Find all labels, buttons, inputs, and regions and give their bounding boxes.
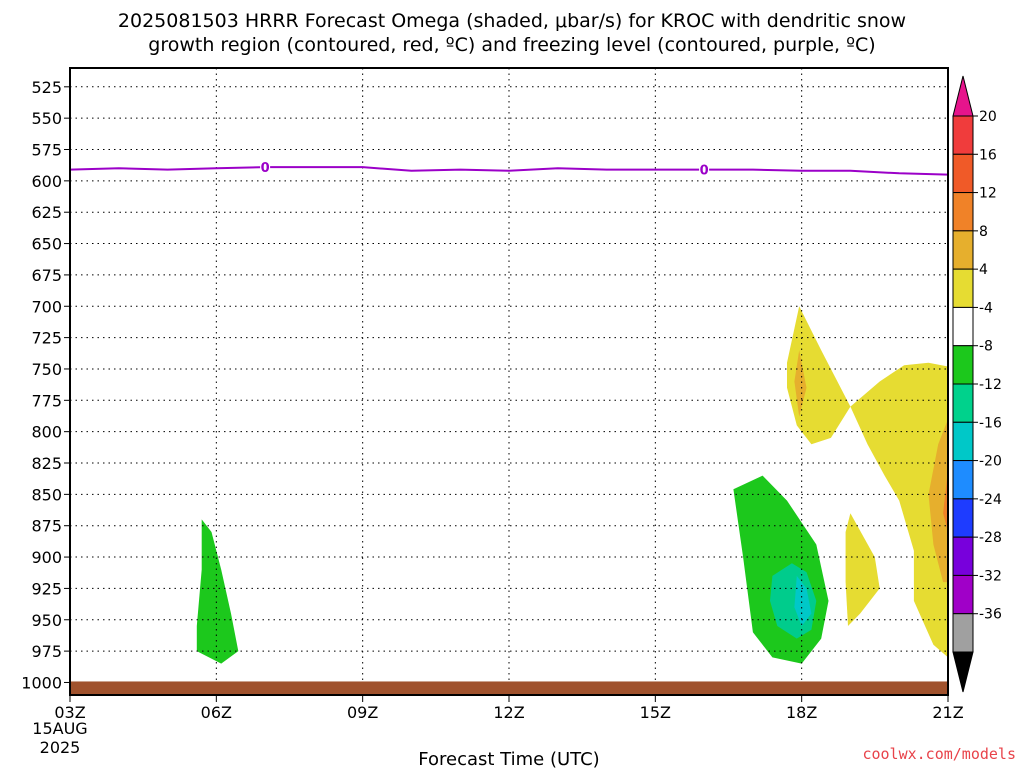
y-tick-label-800: 800 [31, 423, 62, 442]
y-tick-label-975: 975 [31, 642, 62, 661]
colorbar-segment-6 [952, 306, 974, 347]
colorbar-segment-4 [952, 230, 974, 270]
colorbar-label-4: 8 [979, 224, 988, 240]
colorbar-label-12: -28 [979, 530, 1002, 546]
credit-text: coolwx.com/models [862, 745, 1016, 763]
colorbar-label-14: -36 [979, 607, 1002, 623]
freezing-level-label-bg-1 [699, 162, 710, 177]
colorbar-label-3: 12 [979, 186, 997, 202]
freezing-level-label-1: 0 [700, 164, 709, 179]
y-tick-label-925: 925 [31, 579, 62, 598]
y-tick-label-750: 750 [31, 360, 62, 379]
x-tick-label-06Z: 06Z [201, 703, 232, 722]
colorbar-segment-13 [952, 574, 974, 615]
y-tick-label-625: 625 [31, 203, 62, 222]
omega-region-4 [787, 306, 851, 445]
chart-title-line-1: 2025081503 HRRR Forecast Omega (shaded, … [117, 10, 907, 32]
y-tick-label-700: 700 [31, 297, 62, 316]
freezing-level-line [69, 166, 949, 176]
colorbar-label-2: 16 [979, 147, 997, 163]
x-tick-label-15Z: 15Z [640, 703, 671, 722]
x-tick-label-09Z: 09Z [347, 703, 378, 722]
y-tick-label-525: 525 [31, 78, 62, 97]
x-date-label-year: 2025 [40, 738, 81, 757]
omega-region-6 [845, 513, 880, 626]
omega-region-8 [928, 419, 948, 583]
chart-title-line-2: growth region (contoured, red, ºC) and f… [148, 34, 876, 56]
surface-ground-bar [70, 681, 948, 695]
colorbar-segment-14 [952, 613, 974, 653]
colorbar-label-13: -32 [979, 568, 1002, 584]
y-axis: 525 550 575 600 625 650 675 700 725 750 775 800 825 8… [21, 78, 70, 692]
colorbar-label-8: -12 [979, 377, 1002, 393]
colorbar-top-triangle [952, 75, 974, 117]
y-tick-label-725: 725 [31, 329, 62, 348]
y-tick-label-825: 825 [31, 454, 62, 473]
freezing-level-label-0: 0 [261, 161, 270, 176]
y-tick-label-900: 900 [31, 548, 62, 567]
omega-region-1 [733, 475, 829, 664]
x-axis-title: Forecast Time (UTC) [418, 749, 599, 768]
colorbar-label-5: 4 [979, 262, 988, 278]
omega-region-9 [943, 469, 948, 532]
colorbar-label-6: -4 [979, 300, 993, 316]
colorbar-segment-1 [952, 115, 974, 155]
colorbar-segment-2 [952, 153, 974, 194]
colorbar-segment-12 [952, 536, 974, 576]
omega-region-0 [196, 519, 239, 664]
x-tick-label-12Z: 12Z [493, 703, 524, 722]
colorbar-segment-11 [952, 498, 974, 538]
colorbar-label-1: 20 [979, 109, 997, 125]
y-tick-label-550: 550 [31, 109, 62, 128]
x-date-label-day: 15AUG [32, 719, 87, 738]
colorbar-segment-7 [952, 345, 974, 385]
colorbar: 20 16 12 8 4 -4 -8 -12 -16 -20 -24 -28 -32 -36 [952, 75, 1002, 693]
colorbar-bottom-triangle [952, 651, 974, 693]
colorbar-label-7: -8 [979, 339, 993, 355]
omega-shading-layer [196, 306, 948, 664]
surface-layer [70, 681, 948, 695]
y-tick-label-850: 850 [31, 485, 62, 504]
y-tick-label-1000: 1000 [21, 673, 62, 692]
colorbar-segment-5 [952, 268, 974, 308]
colorbar-segment-9 [952, 421, 974, 462]
y-tick-label-575: 575 [31, 141, 62, 160]
y-tick-label-650: 650 [31, 235, 62, 254]
x-axis: 03Z 06Z 09Z 12Z 15Z 18Z 21Z [54, 695, 964, 722]
x-tick-label-21Z: 21Z [932, 703, 963, 722]
colorbar-label-9: -16 [979, 415, 1002, 431]
y-tick-label-600: 600 [31, 172, 62, 191]
x-tick-label-03Z: 03Z [54, 703, 85, 722]
omega-region-5 [850, 362, 948, 658]
colorbar-segment-3 [952, 192, 974, 232]
colorbar-label-11: -24 [979, 492, 1002, 508]
y-tick-label-950: 950 [31, 611, 62, 630]
colorbar-label-10: -20 [979, 454, 1002, 470]
omega-region-3 [794, 575, 812, 626]
y-tick-label-775: 775 [31, 391, 62, 410]
colorbar-segment-10 [952, 460, 974, 500]
grid-layer [70, 68, 948, 695]
freezing-level-label-bg-0 [260, 160, 271, 175]
y-tick-label-875: 875 [31, 517, 62, 536]
x-tick-label-18Z: 18Z [786, 703, 817, 722]
y-tick-label-675: 675 [31, 266, 62, 285]
colorbar-segment-8 [952, 383, 974, 423]
